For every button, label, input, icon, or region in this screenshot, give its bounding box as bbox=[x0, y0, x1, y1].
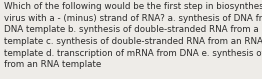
Text: Which of the following would be the first step in biosynthesis of a
virus with a: Which of the following would be the firs… bbox=[4, 2, 262, 69]
